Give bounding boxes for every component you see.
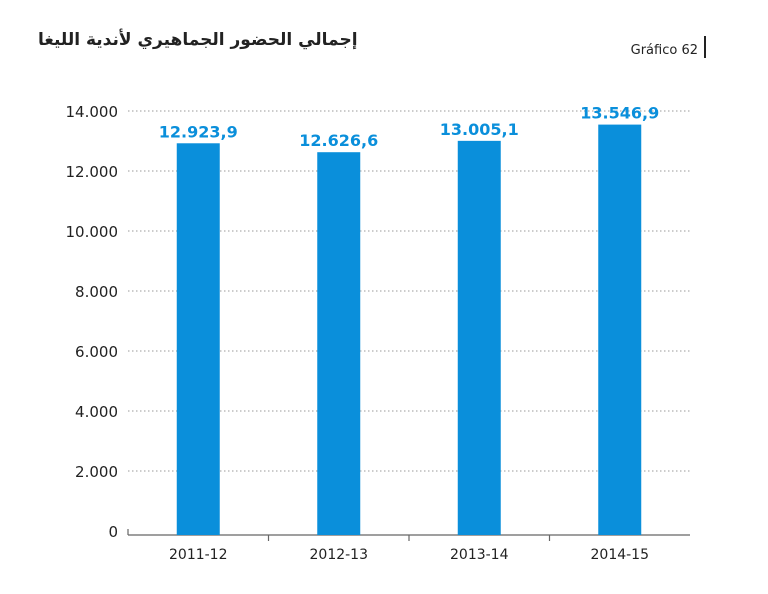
- y-tick-label: 10.000: [66, 223, 119, 241]
- bars: 12.923,9 12.626,6 13.005,1 13.546,9: [159, 104, 659, 536]
- y-tick-label: 2.000: [75, 463, 118, 481]
- bar: [598, 124, 642, 535]
- x-tick-label: 2011-12: [169, 547, 228, 563]
- bar: [176, 143, 220, 535]
- y-tick-label: 0: [108, 523, 118, 541]
- y-tick-label: 12.000: [66, 163, 119, 181]
- data-label: 12.626,6: [299, 131, 378, 150]
- y-tick-label: 4.000: [75, 403, 118, 421]
- y-tick-label: 6.000: [75, 343, 118, 361]
- x-axis-ticks: 2011-12 2012-13 2013-14 2014-15: [169, 547, 649, 563]
- chart-title: إجمالي الحضور الجماهيري لأندية الليغا: [38, 30, 358, 50]
- axes: [127, 529, 690, 541]
- figure-label-text: Gráfico 62: [630, 43, 698, 58]
- data-label: 13.005,1: [440, 120, 519, 139]
- x-tick-label: 2014-15: [591, 547, 650, 563]
- y-axis-ticks: 0 2.000 4.000 6.000 8.000 10.000 12.000 14.000: [66, 103, 119, 541]
- data-label: 13.546,9: [580, 104, 659, 123]
- bar: [317, 152, 361, 535]
- x-tick-label: 2012-13: [310, 547, 369, 563]
- x-tick-label: 2013-14: [450, 547, 509, 563]
- y-tick-label: 14.000: [66, 103, 119, 121]
- gridlines: [128, 110, 690, 472]
- data-label: 12.923,9: [159, 122, 238, 141]
- y-tick-label: 8.000: [75, 283, 118, 301]
- figure-label: Gráfico 62: [631, 36, 706, 58]
- bar: [457, 140, 501, 536]
